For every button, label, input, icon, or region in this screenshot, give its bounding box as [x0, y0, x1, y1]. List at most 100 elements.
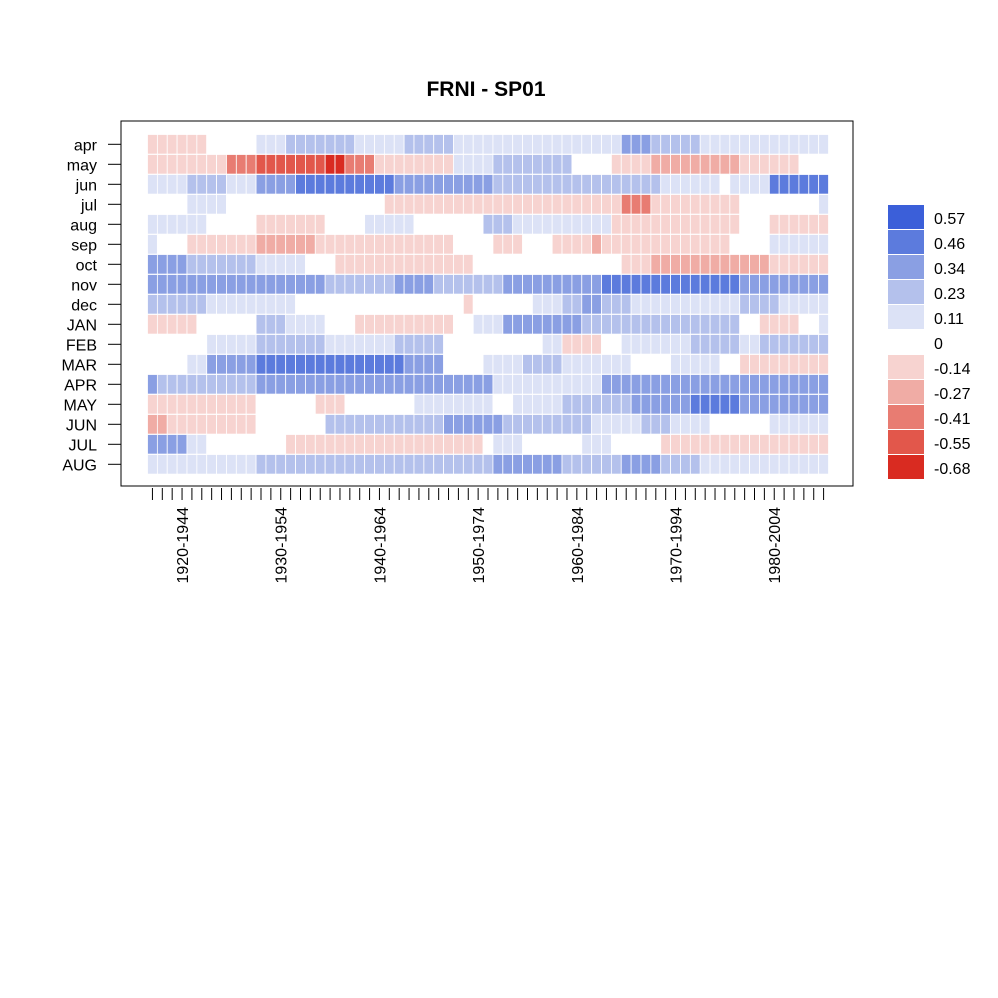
heatmap-cell	[620, 454, 632, 475]
heatmap-cell	[472, 254, 484, 275]
heatmap-cell	[423, 314, 435, 335]
heatmap-cell	[581, 434, 593, 455]
heatmap-cell	[166, 294, 178, 315]
heatmap-cell	[581, 234, 593, 255]
heatmap-cell	[364, 334, 375, 355]
heatmap-cell	[739, 194, 750, 215]
heatmap-cell	[709, 434, 721, 455]
x-tick-label: 1920-1944	[175, 507, 192, 584]
heatmap-cell	[334, 334, 346, 355]
heatmap-cell	[522, 394, 533, 415]
heatmap-cell	[778, 414, 790, 435]
heatmap-cell	[226, 214, 237, 235]
heatmap-cell	[226, 254, 237, 275]
heatmap-cell	[492, 394, 504, 415]
heatmap-cell	[285, 314, 296, 335]
heatmap-cell	[798, 134, 810, 155]
heatmap-cell	[196, 194, 208, 215]
legend-label: 0.23	[934, 286, 965, 303]
heatmap-cell	[462, 434, 474, 455]
heatmap-cell	[532, 334, 543, 355]
heatmap-cell	[255, 274, 267, 295]
heatmap-cell	[541, 394, 553, 415]
heatmap-cell	[423, 334, 435, 355]
heatmap-cell	[285, 174, 296, 195]
heatmap-cell	[226, 354, 237, 375]
heatmap-cell	[226, 134, 237, 155]
heatmap-cell	[176, 314, 188, 335]
legend-label: 0	[934, 336, 943, 353]
heatmap-cell	[541, 454, 553, 475]
y-tick-label: jun	[75, 177, 97, 194]
heatmap-cell	[610, 374, 622, 395]
heatmap-cell	[689, 454, 701, 475]
heatmap-cell	[344, 274, 356, 295]
heatmap-cell	[729, 374, 741, 395]
heatmap-cell	[689, 414, 701, 435]
heatmap-cell	[759, 194, 770, 215]
heatmap-cell	[383, 274, 395, 295]
heatmap-cell	[749, 354, 760, 375]
heatmap-cell	[798, 414, 810, 435]
heatmap-cell	[818, 434, 829, 455]
heatmap-cell	[206, 194, 217, 215]
heatmap-cell	[147, 454, 158, 475]
heatmap-cell	[709, 374, 721, 395]
heatmap-cell	[660, 274, 672, 295]
heatmap-cell	[660, 254, 672, 275]
heatmap-cell	[255, 394, 267, 415]
heatmap-cell	[788, 334, 800, 355]
heatmap-cell	[522, 414, 533, 435]
heatmap-cell	[680, 314, 691, 335]
heatmap-cell	[166, 434, 178, 455]
heatmap-cell	[324, 214, 336, 235]
heatmap-cell	[196, 354, 208, 375]
heatmap-cell	[571, 154, 583, 175]
heatmap-cell	[719, 314, 731, 335]
heatmap-cell	[295, 174, 306, 195]
heatmap-cell	[768, 154, 780, 175]
heatmap-cell	[245, 174, 257, 195]
heatmap-cell	[186, 194, 198, 215]
heatmap-cell	[206, 134, 217, 155]
heatmap-cell	[453, 194, 464, 215]
y-tick-label: MAR	[61, 357, 97, 374]
heatmap-cell	[512, 194, 523, 215]
heatmap-cell	[314, 354, 326, 375]
heatmap-cell	[334, 214, 346, 235]
heatmap-cell	[759, 174, 770, 195]
heatmap-cell	[235, 434, 247, 455]
heatmap-cell	[393, 234, 405, 255]
heatmap-cell	[581, 454, 593, 475]
heatmap-cell	[689, 354, 701, 375]
legend-swatch	[888, 230, 924, 254]
heatmap-cell	[581, 274, 593, 295]
heatmap-cell	[551, 194, 563, 215]
heatmap-cell	[275, 254, 287, 275]
heatmap-cell	[680, 214, 691, 235]
heatmap-cell	[601, 394, 612, 415]
heatmap-cell	[166, 214, 178, 235]
heatmap-cell	[591, 414, 602, 435]
heatmap-cell	[255, 314, 267, 335]
heatmap-cell	[462, 314, 474, 335]
heatmap-cell	[344, 234, 356, 255]
heatmap-cell	[620, 134, 632, 155]
heatmap-cell	[808, 134, 820, 155]
color-legend: 0.57 0.46 0.34 0.23 0.11 0 -0.14 -0.27 -0.41 -0.5…	[888, 205, 971, 479]
heatmap-cell	[541, 174, 553, 195]
heatmap-cell	[196, 134, 208, 155]
heatmap-cell	[551, 334, 563, 355]
heatmap-cell	[285, 374, 296, 395]
heatmap-cell	[689, 294, 701, 315]
heatmap-cell	[305, 394, 316, 415]
heatmap-cell	[729, 434, 741, 455]
heatmap-cell	[551, 274, 563, 295]
heatmap-cell	[768, 394, 780, 415]
heatmap-cell	[196, 174, 208, 195]
legend-label: -0.41	[934, 411, 971, 428]
heatmap-cell	[245, 254, 257, 275]
heatmap-cell	[601, 374, 612, 395]
heatmap-cell	[502, 354, 514, 375]
heatmap-cell	[235, 334, 247, 355]
